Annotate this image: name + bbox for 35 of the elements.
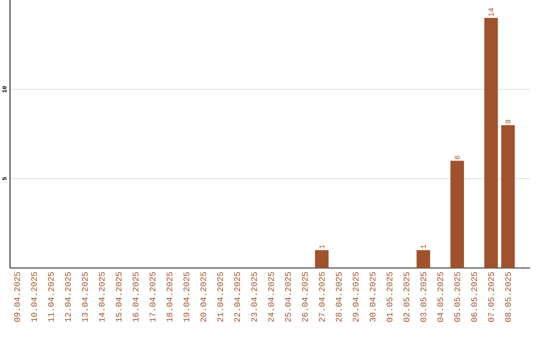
x-tick-label: 26.04.2025: [302, 272, 308, 322]
x-tick-label: 11.04.2025: [48, 272, 54, 322]
bar: [315, 250, 329, 268]
x-tick-label: 08.05.2025: [505, 272, 511, 322]
bar: [501, 125, 515, 268]
bar: [450, 160, 464, 268]
x-tick-label: 13.04.2025: [82, 272, 88, 322]
x-tick-label: 20.04.2025: [200, 272, 206, 322]
x-tick-label: 18.04.2025: [166, 272, 172, 322]
x-tick-label: 10.04.2025: [31, 272, 37, 322]
x-tick-label: 04.05.2025: [437, 272, 444, 322]
x-tick-label: 01.05.2025: [386, 272, 392, 322]
bar: [416, 250, 430, 268]
x-tick-label: 27.04.2025: [318, 272, 325, 322]
x-tick-label: 14.04.2025: [98, 272, 105, 322]
x-tick-label: 12.04.2025: [65, 272, 71, 322]
x-tick-label: 16.04.2025: [132, 272, 138, 322]
x-tick-label: 22.04.2025: [234, 272, 240, 322]
x-tick-label: 09.04.2025: [14, 272, 20, 322]
x-tick-label: 24.04.2025: [268, 272, 274, 322]
bar: [484, 18, 498, 268]
x-tick-label: 28.04.2025: [336, 272, 342, 322]
x-tick-label: 29.04.2025: [352, 272, 359, 322]
x-tick-label: 19.04.2025: [184, 272, 190, 322]
x-tick-label: 05.05.2025: [454, 272, 460, 322]
x-tick-label: 17.04.2025: [150, 272, 156, 322]
x-tick-label: 30.04.2025: [370, 272, 376, 322]
x-tick-label: 15.04.2025: [116, 272, 122, 322]
x-tick-label: 03.05.2025: [420, 272, 426, 322]
x-tick-label: 25.04.2025: [285, 272, 291, 322]
x-tick-label: 07.05.2025: [488, 272, 494, 322]
x-tick-label: 21.04.2025: [217, 272, 224, 322]
x-tick-label: 06.05.2025: [471, 272, 478, 322]
x-tick-label: 23.04.2025: [251, 272, 257, 322]
x-tick-label: 02.05.2025: [404, 272, 410, 322]
